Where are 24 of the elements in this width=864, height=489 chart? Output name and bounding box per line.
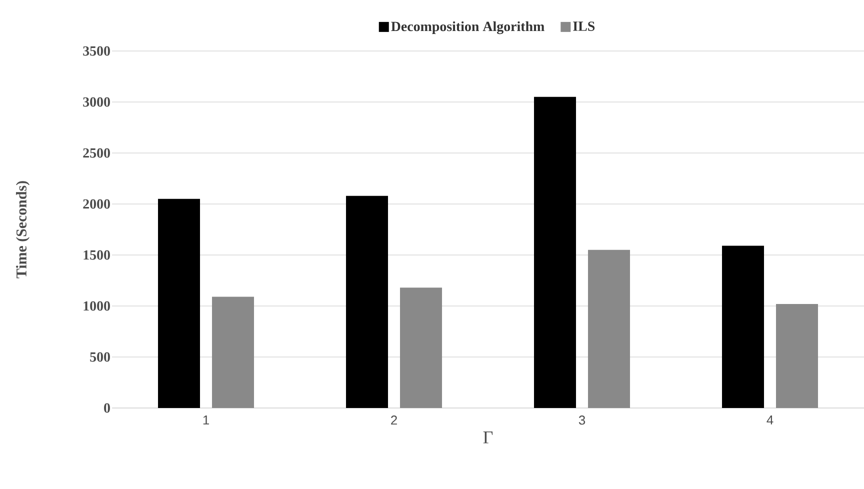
x-tick-label: 3: [578, 416, 586, 425]
bar: [722, 246, 764, 408]
bar: [346, 196, 388, 408]
bar: [158, 198, 200, 408]
y-tick-label: 0: [104, 403, 110, 413]
legend-label: ILS: [573, 22, 595, 31]
y-tick-label: 3000: [83, 97, 110, 107]
y-tick-label: 3500: [83, 46, 110, 56]
x-tick-label: 1: [203, 416, 209, 424]
y-tick-label: 500: [90, 352, 110, 362]
y-tick-label: 2500: [83, 148, 110, 158]
x-tick-label: 4: [766, 416, 774, 424]
bar: [212, 296, 254, 408]
bar: [400, 288, 442, 408]
y-tick-label: 2000: [83, 199, 110, 209]
y-axis-title: Time (Seconds): [16, 181, 30, 278]
bar: [776, 304, 818, 408]
x-tick-label: 2: [391, 416, 397, 425]
legend-label: Decomposition Algorithm: [391, 21, 544, 34]
bar: [534, 96, 576, 408]
y-tick-label: 1500: [84, 250, 110, 260]
bar: [588, 250, 630, 408]
x-axis-title: Γ: [483, 432, 493, 444]
y-tick-label: 1000: [84, 301, 110, 311]
